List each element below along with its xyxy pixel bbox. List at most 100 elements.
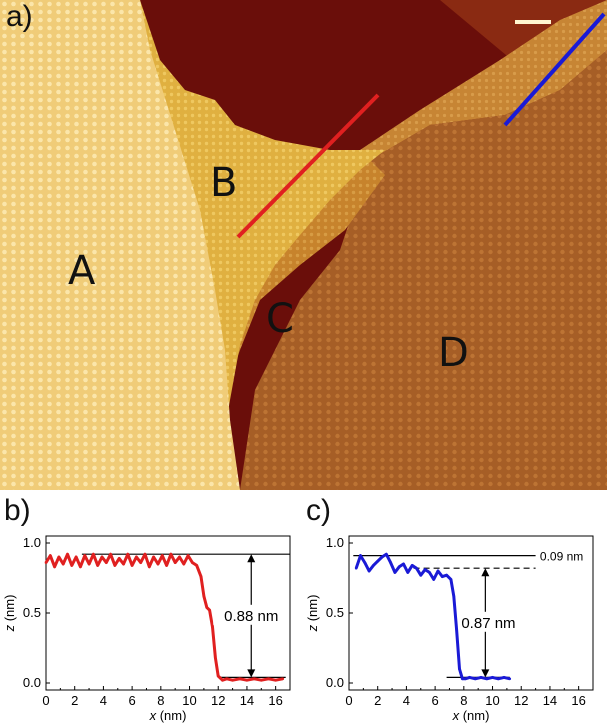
data-point [419, 573, 423, 577]
stm-image [0, 0, 607, 490]
data-point [359, 554, 362, 557]
step-arrow-head-bottom [247, 669, 256, 678]
step-height-label: 0.87 nm [461, 615, 515, 632]
data-point [380, 555, 384, 559]
data-point [100, 555, 104, 559]
x-axis-label: x (nm) [452, 708, 490, 723]
data-point [452, 594, 456, 598]
data-point [376, 559, 380, 563]
data-point [135, 555, 138, 559]
data-point [79, 565, 82, 569]
x-tick-label: 6 [432, 693, 439, 708]
data-point [130, 564, 134, 567]
data-point [385, 552, 388, 556]
data-point [231, 678, 234, 682]
data-point [143, 552, 147, 556]
data-point [169, 552, 173, 556]
data-point [216, 674, 220, 678]
region-label-c: C [266, 296, 294, 342]
annotation-bg [459, 611, 528, 632]
data-point [245, 678, 249, 682]
data-point [238, 677, 242, 681]
y-tick-label: 0.5 [23, 605, 41, 620]
data-point [117, 557, 121, 560]
data-point [178, 555, 181, 559]
x-tick-label: 16 [571, 693, 585, 708]
x-tick-label: 10 [485, 693, 499, 708]
x-tick-label: 4 [403, 693, 410, 708]
data-point [165, 564, 168, 567]
tip-artefact [515, 20, 551, 24]
data-point [156, 562, 160, 566]
data-point [173, 561, 177, 564]
x-tick-label: 0 [42, 693, 49, 708]
panel-c-label: c) [306, 494, 331, 527]
x-tick-label: 2 [71, 693, 78, 708]
data-point [148, 565, 151, 569]
data-point [109, 552, 112, 556]
terrace-b [120, 0, 385, 490]
x-tick-label: 16 [268, 693, 282, 708]
data-point [363, 561, 367, 564]
data-point [61, 562, 65, 566]
data-point [274, 678, 277, 682]
data-point [83, 554, 87, 557]
x-tick-label: 4 [100, 693, 107, 708]
data-point [211, 625, 214, 629]
data-point [485, 677, 489, 681]
profile-line-red [236, 93, 380, 239]
y-tick-label: 0.0 [23, 675, 41, 690]
corrugation-label: 0.09 nm [540, 550, 583, 564]
data-point [92, 552, 95, 556]
x-tick-label: 12 [211, 693, 225, 708]
data-point [455, 628, 458, 632]
data-point [191, 561, 194, 564]
profile-chart-c: 0 2 4 6 8 10 12 14 16 0.0 0.5 1.0 x (nm) z (nm) 0.09 n… [305, 535, 594, 723]
x-tick-label: 8 [460, 693, 467, 708]
data-point [428, 571, 431, 574]
region-label-d: D [438, 330, 469, 376]
data-point [195, 564, 199, 567]
data-point [436, 569, 440, 573]
data-point [53, 565, 56, 569]
data-point [74, 555, 78, 559]
data-point [458, 667, 461, 671]
x-tick-label: 14 [543, 693, 557, 708]
profile-chart-b: 0 2 4 6 8 10 12 14 16 0.0 0.5 1.0 x (nm) z (nm) 0.88 n… [2, 535, 291, 723]
data-point [423, 568, 427, 571]
data-point [402, 562, 405, 566]
data-point [66, 552, 69, 556]
data-point [372, 564, 375, 567]
x-tick-label: 6 [129, 693, 136, 708]
data-point [468, 676, 471, 679]
data-point [406, 571, 410, 574]
x-tick-label: 12 [514, 693, 528, 708]
data-point [474, 677, 477, 681]
data-point [415, 566, 418, 570]
data-point [208, 608, 211, 612]
data-point [397, 565, 401, 569]
data-point [354, 566, 358, 570]
data-point [70, 564, 74, 567]
data-point [479, 676, 483, 679]
step-arrow-head-top [481, 568, 490, 577]
panel-a-label: a) [6, 0, 33, 33]
data-point [214, 656, 217, 660]
data-point [57, 555, 61, 559]
y-axis-label: z (nm) [2, 595, 17, 633]
y-tick-label: 0.5 [326, 605, 344, 620]
data-point [126, 552, 130, 556]
data-point [182, 562, 186, 566]
data-point [205, 606, 209, 609]
region-label-b: B [210, 160, 238, 206]
x-tick-label: 2 [374, 693, 381, 708]
y-tick-label: 0.0 [326, 675, 344, 690]
data-point [496, 677, 500, 681]
data-point [87, 562, 91, 566]
data-point [410, 564, 414, 567]
data-point [267, 677, 270, 681]
x-tick-label: 10 [182, 693, 196, 708]
x-tick-label: 0 [345, 693, 352, 708]
annotation-bg [213, 604, 290, 625]
data-point [445, 573, 448, 577]
